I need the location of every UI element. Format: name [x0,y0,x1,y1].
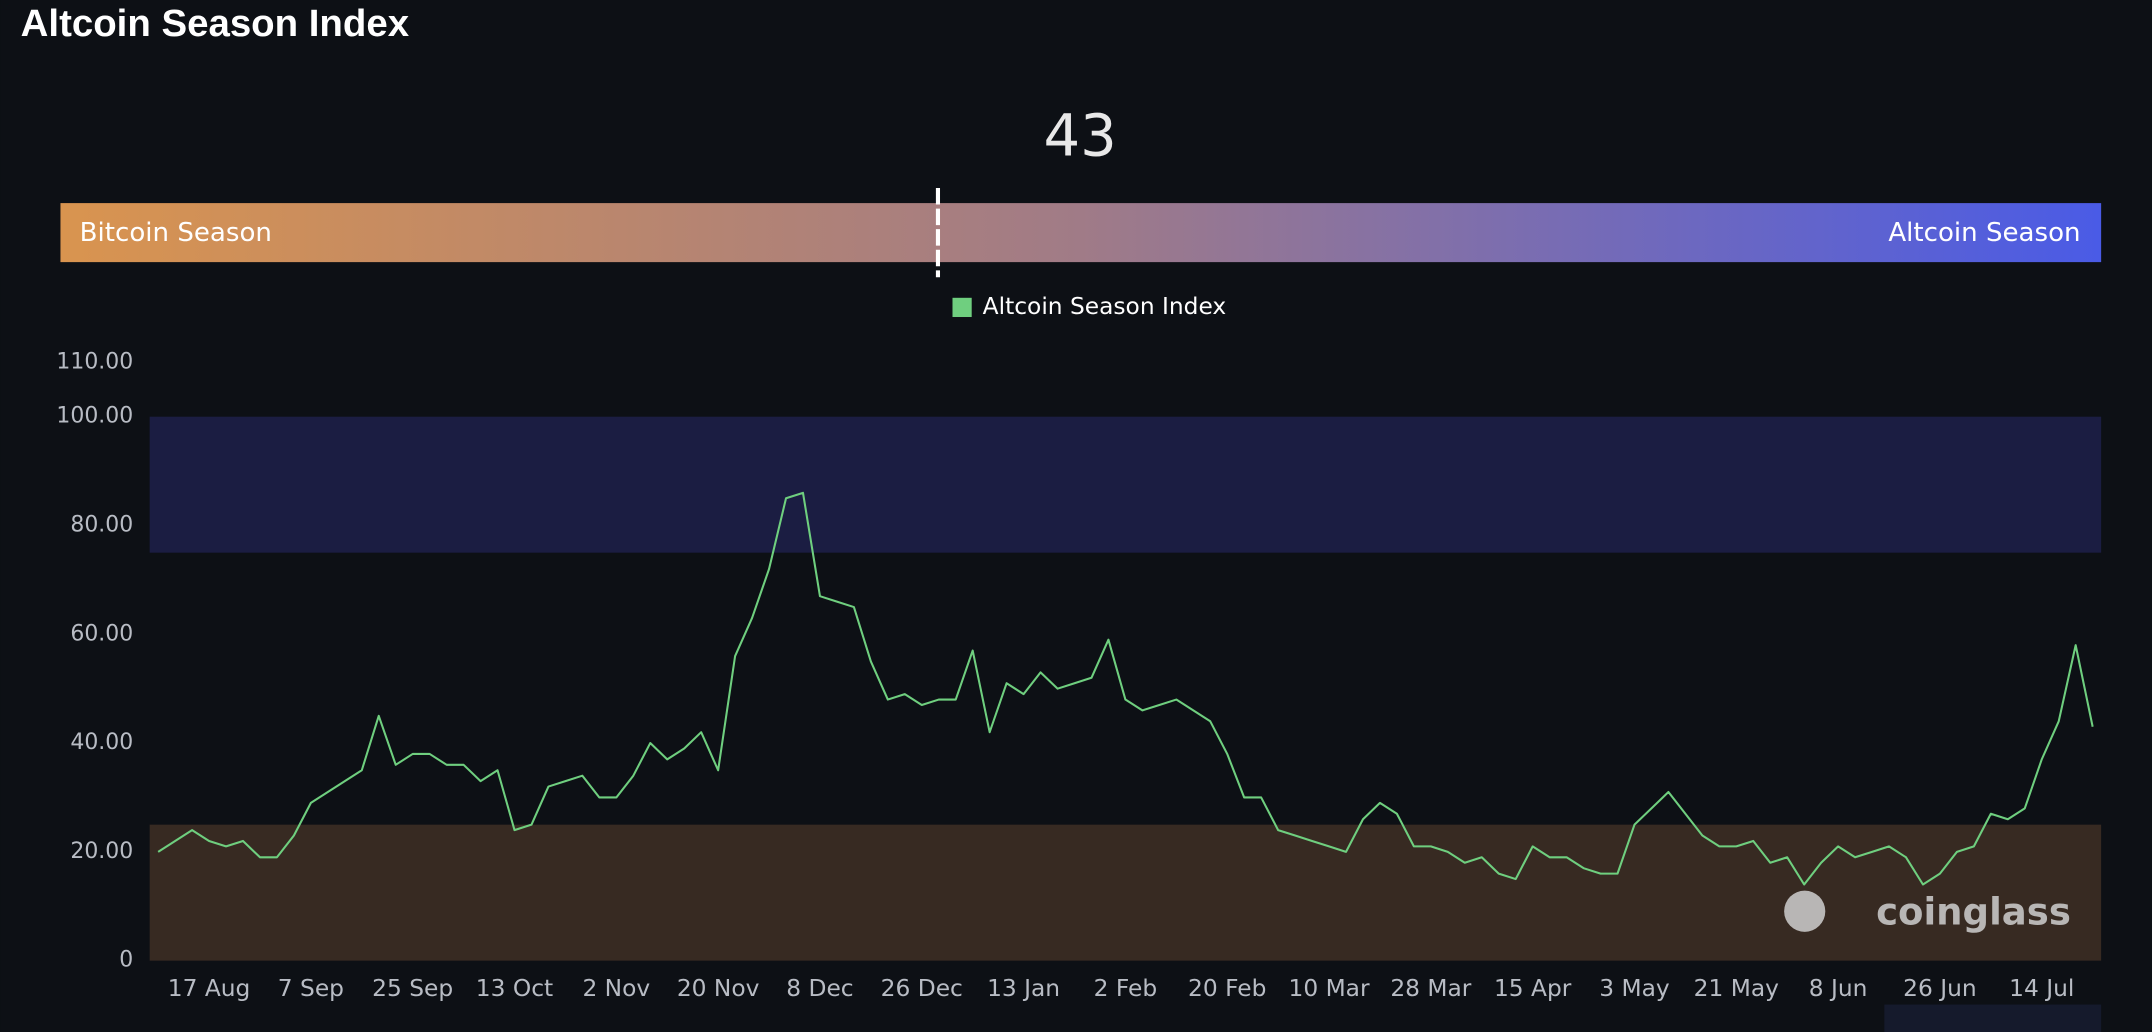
x-tick-label: 7 Sep [278,975,344,1002]
x-tick-label: 20 Nov [677,975,760,1002]
y-tick-label: 100.00 [56,404,133,429]
gauge-bar [60,203,2102,263]
y-tick-label: 80.00 [70,512,133,537]
x-tick-label: 13 Jan [987,975,1060,1002]
legend-label[interactable]: Altcoin Season Index [983,293,1227,320]
watermark: coinglass [1876,890,2071,933]
y-tick-label: 110.00 [56,349,133,374]
y-tick-label: 60.00 [70,621,133,646]
x-tick-label: 2 Feb [1094,975,1158,1002]
x-tick-label: 26 Jun [1903,975,1977,1002]
y-tick-label: 0 [119,948,133,973]
zone-band [149,824,2102,961]
y-tick-label: 20.00 [70,839,133,864]
y-tick-label: 40.00 [70,730,133,755]
x-tick-label: 20 Feb [1188,975,1266,1002]
x-tick-label: 26 Dec [881,975,963,1002]
x-tick-label: 14 Jul [2009,975,2074,1002]
legend-swatch [952,297,972,318]
current-value: 43 [1043,103,1116,170]
x-tick-label: 21 May [1694,975,1779,1002]
x-tick-label: 13 Oct [476,975,553,1002]
gauge-label-left: Bitcoin Season [80,218,272,248]
x-tick-label: 17 Aug [168,975,251,1002]
x-tick-label: 3 May [1599,975,1670,1002]
x-tick-label: 8 Jun [1809,975,1868,1002]
gauge-label-right: Altcoin Season [1888,218,2080,248]
x-tick-label: 28 Mar [1390,975,1471,1002]
navigator[interactable] [1884,1004,2102,1032]
zone-band [149,416,2102,553]
x-tick-label: 10 Mar [1289,975,1370,1002]
watermark-logo [1784,890,1826,932]
x-tick-label: 15 Apr [1494,975,1572,1002]
series-line [157,491,2094,886]
x-tick-label: 25 Sep [372,975,453,1002]
x-tick-label: 8 Dec [786,975,853,1002]
chart-title: Altcoin Season Index [21,2,410,45]
x-tick-label: 2 Nov [582,975,650,1002]
